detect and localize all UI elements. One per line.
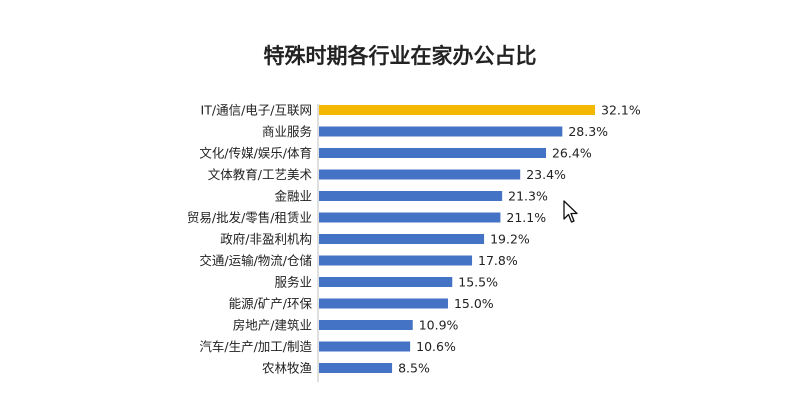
value-label: 15.0%	[454, 296, 494, 311]
value-label: 32.1%	[601, 103, 641, 118]
value-label: 28.3%	[568, 124, 608, 139]
category-label: 文体教育/工艺美术	[208, 167, 313, 182]
value-label: 15.5%	[458, 275, 498, 290]
bar	[319, 298, 448, 309]
bar	[319, 212, 501, 223]
value-label: 8.5%	[398, 361, 430, 376]
category-label: 房地产/建筑业	[233, 318, 312, 333]
category-label: IT/通信/电子/互联网	[201, 103, 312, 118]
category-label: 能源/矿产/环保	[229, 296, 313, 311]
value-label: 26.4%	[552, 146, 592, 161]
bar	[319, 105, 595, 115]
value-label: 21.3%	[508, 189, 548, 204]
bar	[319, 277, 453, 287]
category-label: 政府/非盈利机构	[220, 232, 312, 247]
bar	[319, 191, 503, 201]
value-label: 23.4%	[526, 167, 566, 182]
bar	[319, 341, 411, 352]
value-label: 10.6%	[416, 339, 456, 354]
category-label: 贸易/批发/零售/租赁业	[187, 210, 312, 225]
value-label: 17.8%	[478, 253, 518, 268]
category-label: 金融业	[274, 189, 312, 204]
bar	[319, 169, 521, 180]
category-label: 交通/运输/物流/仓储	[199, 253, 312, 268]
value-label: 10.9%	[419, 318, 459, 333]
value-label: 19.2%	[490, 232, 530, 247]
bar	[319, 148, 546, 158]
category-label: 商业服务	[262, 124, 312, 139]
category-label: 文化/传媒/娱乐/体育	[199, 146, 312, 161]
bar	[319, 320, 413, 330]
category-label: 服务业	[274, 275, 312, 290]
bar	[319, 234, 485, 244]
category-label: 汽车/生产/加工/制造	[199, 339, 312, 354]
bar	[319, 363, 393, 373]
chart-title: 特殊时期各行业在家办公占比	[263, 44, 537, 68]
mouse-cursor-icon	[563, 200, 578, 223]
value-label: 21.1%	[506, 210, 546, 225]
category-label: 农林牧渔	[262, 361, 312, 376]
bar	[319, 126, 563, 137]
bar	[319, 255, 473, 266]
